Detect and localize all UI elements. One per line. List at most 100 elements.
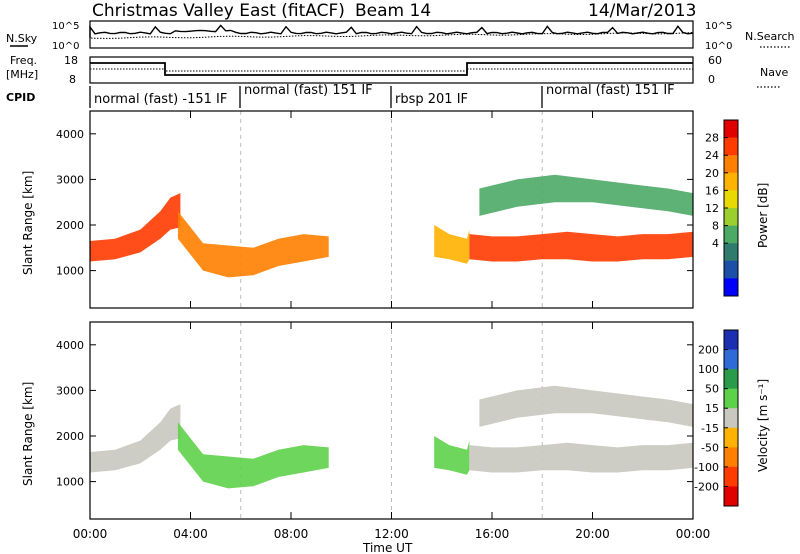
- power-data: [90, 111, 693, 308]
- cpid-segment-1: normal (fast) -151 IF: [94, 92, 227, 107]
- colorbar-tick-label: 50: [705, 383, 719, 396]
- beam-title: Beam 14: [355, 1, 431, 21]
- colorbar-swatch: [724, 330, 738, 351]
- nave-label: Nave: [760, 66, 788, 79]
- freq-label-line2: [MHz]: [6, 68, 38, 81]
- colorbar-tick-label: -50: [701, 441, 719, 454]
- y-tick-label: 3000: [56, 384, 84, 397]
- colorbar-tick-label: 28: [705, 132, 719, 145]
- y-tick-label: 2000: [56, 219, 84, 232]
- noise-right-tick-bottom: 10^0: [705, 41, 732, 52]
- velocity-colorbar-label: Velocity [m s⁻¹]: [756, 379, 770, 472]
- x-axis: 00:00 04:00 08:00 12:00 16:00 20:00 00:00: [73, 111, 710, 541]
- power-ylabel: Slant Range [km]: [21, 171, 35, 275]
- x-tick-label: 16:00: [475, 527, 510, 541]
- cpid-segment-4: normal (fast) 151 IF: [546, 83, 675, 98]
- cpid-segment-2: normal (fast) 151 IF: [244, 83, 373, 98]
- colorbar-tick-label: -15: [701, 422, 719, 435]
- colorbar-swatch: [724, 137, 738, 156]
- freq-panel: Freq. [MHz] 18 8 60 0 Nave: [6, 54, 788, 88]
- scatter-band: [469, 442, 693, 473]
- velocity-colorbar: 200 100 50 15 -15 -50 -100 -200: [694, 329, 739, 507]
- scatter-band: [434, 436, 470, 475]
- noise-left-label: N.Sky: [6, 32, 38, 45]
- cpid-segment-3: rbsp 201 IF: [395, 92, 468, 107]
- scatter-band: [90, 193, 181, 262]
- colorbar-swatch: [724, 208, 738, 227]
- colorbar-tick-label: 8: [712, 220, 719, 233]
- colorbar-tick-label: 100: [698, 363, 719, 376]
- cpid-panel: CPID normal (fast) -151 IF normal (fast)…: [6, 83, 675, 108]
- colorbar-swatch: [724, 447, 738, 468]
- x-tick-label: 00:00: [73, 527, 108, 541]
- power-panel: 1000 2000 3000 4000 Slant Range [km]: [21, 110, 694, 309]
- x-axis-label: Time UT: [362, 541, 413, 554]
- colorbar-swatch: [724, 408, 738, 429]
- colorbar-tick-label: 24: [705, 149, 719, 162]
- y-tick-label: 1000: [56, 265, 84, 278]
- velocity-data: [90, 322, 693, 519]
- colorbar-swatch: [724, 278, 738, 297]
- colorbar-swatch: [724, 486, 738, 507]
- colorbar-frame: [723, 329, 739, 507]
- velocity-y-ticks: 1000 2000 3000 4000: [56, 339, 693, 489]
- colorbar-swatch: [724, 427, 738, 448]
- colorbar-swatch: [724, 225, 738, 244]
- nave-tick-bottom: 0: [708, 73, 715, 86]
- scatter-band: [479, 174, 693, 216]
- colorbar-tick-label: -100: [694, 461, 719, 474]
- colorbar-swatch: [724, 155, 738, 174]
- colorbar-swatch: [724, 243, 738, 262]
- y-tick-label: 3000: [56, 173, 84, 186]
- power-colorbar-label: Power [dB]: [756, 183, 770, 248]
- freq-tick-top: 18: [64, 54, 78, 67]
- y-tick-label: 4000: [56, 339, 84, 352]
- colorbar-swatch: [724, 120, 738, 139]
- scatter-band: [479, 385, 693, 427]
- noise-panel: N.Sky 10^5 10^0 10^5 10^0 N.Search: [6, 20, 795, 52]
- colorbar-swatch: [724, 388, 738, 409]
- colorbar-tick-label: 20: [705, 167, 719, 180]
- y-tick-label: 2000: [56, 430, 84, 443]
- x-tick-label: 08:00: [274, 527, 309, 541]
- colorbar-swatch: [724, 190, 738, 209]
- freq-tick-bottom: 8: [69, 73, 76, 86]
- colorbar-swatch: [724, 466, 738, 487]
- colorbar-swatch: [724, 349, 738, 370]
- nave-line: [90, 68, 693, 72]
- power-colorbar: 28 24 20 16 12 8 4: [705, 119, 739, 297]
- freq-label-line1: Freq.: [10, 54, 37, 67]
- noise-left-tick-top: 10^5: [52, 21, 79, 32]
- x-tick-label: 20:00: [575, 527, 610, 541]
- scatter-band: [177, 211, 329, 278]
- freq-line: [90, 62, 693, 76]
- colorbar-swatch: [724, 260, 738, 279]
- cpid-label: CPID: [6, 91, 35, 104]
- colorbar-swatch: [724, 369, 738, 390]
- colorbar-tick-label: 16: [705, 184, 719, 197]
- noise-sky-line: [89, 24, 694, 38]
- colorbar-swatch: [724, 172, 738, 191]
- scatter-band: [177, 422, 329, 489]
- date-title: 14/Mar/2013: [588, 1, 696, 21]
- colorbar-tick-label: 200: [698, 344, 719, 357]
- y-tick-label: 1000: [56, 476, 84, 489]
- velocity-ylabel: Slant Range [km]: [21, 382, 35, 486]
- x-tick-label: 04:00: [173, 527, 208, 541]
- power-y-ticks: 1000 2000 3000 4000: [56, 128, 693, 278]
- noise-right-label: N.Search: [745, 30, 795, 43]
- scatter-band: [434, 225, 470, 264]
- station-title: Christmas Valley East (fitACF): [92, 1, 345, 21]
- colorbar-tick-label: 15: [705, 402, 719, 415]
- scatter-band: [90, 404, 181, 473]
- noise-search-line: [89, 32, 694, 40]
- colorbar-tick-label: -200: [694, 480, 719, 493]
- x-tick-label: 12:00: [374, 527, 409, 541]
- noise-left-tick-bottom: 10^0: [52, 41, 79, 52]
- velocity-panel: 1000 2000 3000 4000 Slant Range [km]: [21, 321, 694, 520]
- scatter-band: [469, 231, 693, 262]
- nave-tick-top: 60: [708, 54, 722, 67]
- colorbar-tick-label: 12: [705, 202, 719, 215]
- colorbar-tick-label: 4: [712, 237, 719, 250]
